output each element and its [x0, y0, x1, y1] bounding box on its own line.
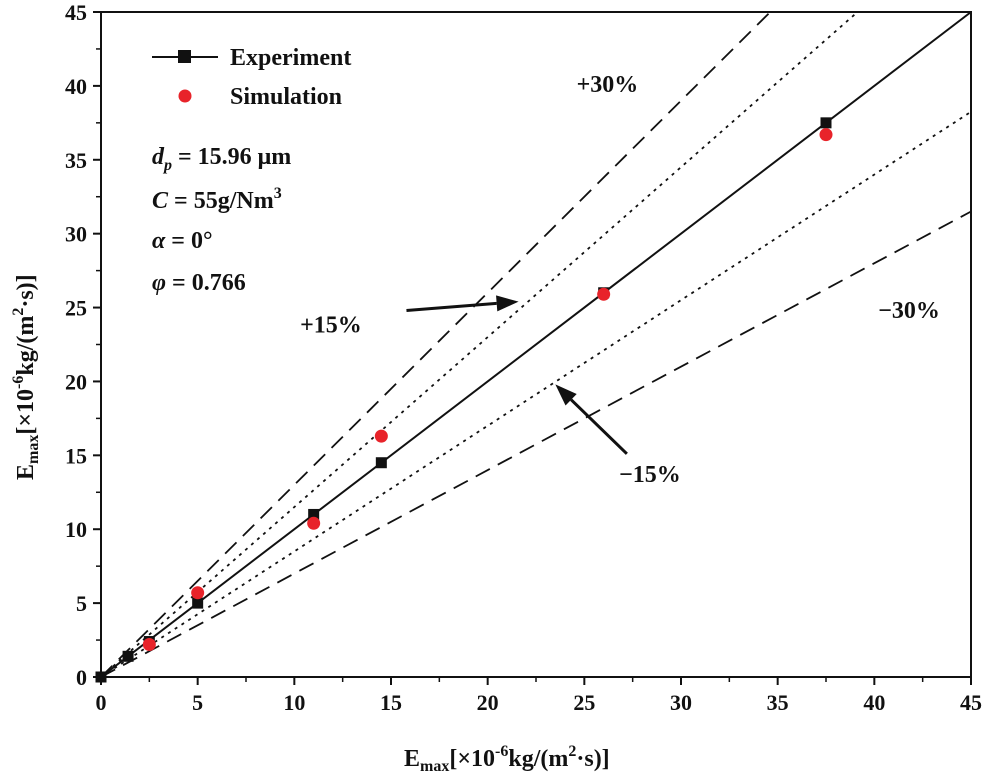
- y-axis-title: Emax[×10-6kg/(m2·s)]: [10, 274, 42, 480]
- band-label-plus15: +15%: [300, 313, 362, 339]
- y-tick-label: 35: [65, 148, 87, 173]
- axis-ticks: 0 5 10 15 20 25 30 35 40 45 0 5 10 15 20 25 30 35 40 45: [65, 0, 982, 715]
- x-axis-title: Emax[×10-6kg/(m2·s)]: [404, 743, 610, 775]
- simulation-point: [307, 516, 321, 530]
- arrow-head: [555, 384, 577, 406]
- experiment-point: [308, 508, 320, 520]
- reference-lines: [100, 11, 972, 678]
- annotation-phi: φ = 0.766: [152, 270, 246, 296]
- reference-line-dotted: [100, 110, 972, 678]
- simulation-point: [142, 637, 156, 651]
- band-label-minus15: −15%: [619, 462, 681, 488]
- simulation-point: [819, 128, 833, 142]
- y-tick-label: 25: [65, 296, 87, 321]
- x-tick-label: 15: [380, 690, 402, 715]
- x-tick-label: 40: [863, 690, 885, 715]
- reference-line-dashed: [100, 210, 972, 678]
- reference-line-dotted: [100, 11, 859, 678]
- y-tick-label: 40: [65, 74, 87, 99]
- annotation-c: C = 55g/Nm3: [152, 185, 282, 214]
- experiment-point: [122, 650, 134, 662]
- simulation-point: [597, 287, 611, 301]
- band-label-minus30: −30%: [878, 298, 940, 324]
- y-tick-label: 45: [65, 0, 87, 25]
- legend: Experiment Simulation: [152, 45, 351, 110]
- annotation-alpha: α = 0°: [152, 228, 213, 254]
- legend-experiment-label: Experiment: [230, 45, 351, 71]
- x-tick-label: 0: [96, 690, 107, 715]
- arrow-head: [496, 295, 519, 312]
- reference-line-solid: [100, 11, 972, 678]
- y-tick-label: 20: [65, 369, 87, 394]
- y-tick-label: 30: [65, 222, 87, 247]
- simulation-point: [191, 586, 205, 600]
- reference-line-dashed: [100, 11, 771, 678]
- y-tick-label: 10: [65, 517, 87, 542]
- annotation-dp: dp = 15.96 μm: [152, 144, 291, 174]
- x-tick-label: 20: [477, 690, 499, 715]
- experiment-point: [375, 457, 387, 469]
- legend-simulation-marker: [178, 89, 192, 103]
- arrow-shaft: [570, 398, 628, 455]
- experiment-point: [820, 117, 832, 129]
- x-tick-label: 35: [767, 690, 789, 715]
- data-markers: [95, 117, 833, 683]
- x-tick-label: 10: [283, 690, 305, 715]
- x-tick-label: 5: [192, 690, 203, 715]
- legend-experiment-marker: [178, 50, 191, 63]
- x-tick-label: 25: [573, 690, 595, 715]
- arrow-shaft: [406, 301, 497, 313]
- experiment-point: [192, 597, 204, 609]
- x-tick-label: 30: [670, 690, 692, 715]
- arrows: [406, 295, 628, 455]
- y-tick-label: 0: [76, 665, 87, 690]
- x-tick-label: 45: [960, 690, 982, 715]
- band-label-plus30: +30%: [577, 72, 639, 98]
- simulation-point: [374, 429, 388, 443]
- y-tick-label: 15: [65, 443, 87, 468]
- legend-simulation-label: Simulation: [230, 84, 342, 110]
- y-tick-label: 5: [76, 591, 87, 616]
